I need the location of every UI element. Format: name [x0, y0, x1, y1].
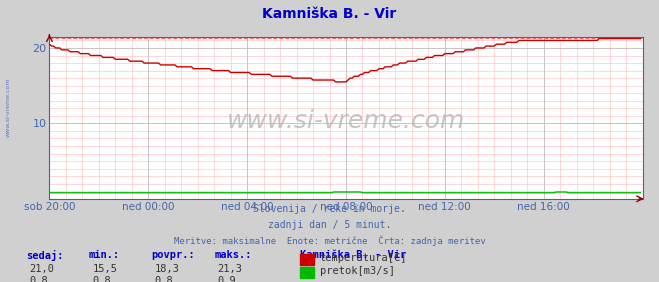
- Text: Meritve: maksimalne  Enote: metrične  Črta: zadnja meritev: Meritve: maksimalne Enote: metrične Črta…: [173, 235, 486, 246]
- Text: temperatura[C]: temperatura[C]: [320, 253, 407, 263]
- Text: Kamniška B. - Vir: Kamniška B. - Vir: [300, 250, 406, 259]
- Text: 21,3: 21,3: [217, 264, 243, 274]
- Text: 0,8: 0,8: [92, 276, 111, 282]
- Text: Kamniška B. - Vir: Kamniška B. - Vir: [262, 7, 397, 21]
- Text: 0,9: 0,9: [217, 276, 236, 282]
- Text: povpr.:: povpr.:: [152, 250, 195, 259]
- Text: pretok[m3/s]: pretok[m3/s]: [320, 266, 395, 276]
- Text: 0,8: 0,8: [30, 276, 48, 282]
- Text: sedaj:: sedaj:: [26, 250, 64, 261]
- Text: min.:: min.:: [89, 250, 120, 259]
- Text: Slovenija / reke in morje.: Slovenija / reke in morje.: [253, 204, 406, 214]
- Text: zadnji dan / 5 minut.: zadnji dan / 5 minut.: [268, 220, 391, 230]
- Text: www.si-vreme.com: www.si-vreme.com: [227, 109, 465, 133]
- Text: 21,0: 21,0: [30, 264, 55, 274]
- Text: 15,5: 15,5: [92, 264, 117, 274]
- Text: maks.:: maks.:: [214, 250, 252, 259]
- Text: 0,8: 0,8: [155, 276, 173, 282]
- Text: www.si-vreme.com: www.si-vreme.com: [5, 78, 11, 137]
- Text: 18,3: 18,3: [155, 264, 180, 274]
